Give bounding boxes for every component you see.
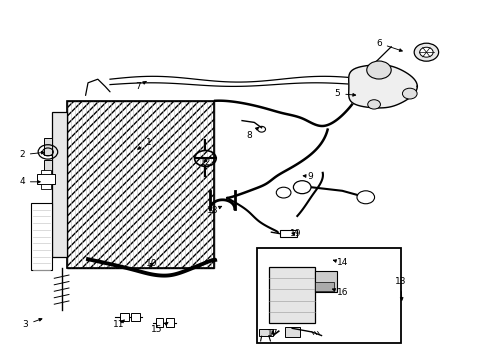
Bar	[256, 248, 400, 343]
Bar	[44, 138, 52, 156]
Bar	[268, 267, 315, 323]
Bar	[67, 101, 214, 268]
Text: 19: 19	[289, 230, 301, 239]
Text: 18: 18	[206, 206, 221, 215]
Bar	[284, 327, 299, 337]
Text: 2: 2	[19, 150, 44, 159]
Circle shape	[356, 191, 374, 204]
Bar	[44, 160, 52, 177]
Bar	[315, 282, 333, 291]
Text: 16: 16	[332, 288, 347, 297]
Circle shape	[366, 61, 390, 79]
Bar	[279, 230, 296, 237]
Bar	[315, 271, 337, 292]
Text: 5: 5	[334, 89, 355, 98]
Circle shape	[402, 88, 416, 99]
Circle shape	[413, 43, 438, 61]
Bar	[41, 170, 51, 174]
Text: 4: 4	[19, 177, 40, 186]
Bar	[37, 174, 55, 184]
Text: 10: 10	[145, 259, 157, 268]
Text: 3: 3	[22, 319, 42, 329]
Circle shape	[367, 100, 380, 109]
Text: 8: 8	[246, 127, 258, 139]
Text: 11: 11	[113, 320, 124, 329]
Bar	[41, 184, 51, 189]
Text: 17: 17	[266, 329, 278, 338]
Bar	[166, 318, 174, 327]
Text: 6: 6	[375, 39, 402, 51]
Text: 9: 9	[303, 172, 313, 181]
Text: 7: 7	[135, 81, 146, 91]
Bar	[67, 101, 214, 268]
Text: 12: 12	[199, 158, 211, 167]
Text: 15: 15	[150, 323, 167, 334]
Circle shape	[419, 47, 432, 57]
Bar	[155, 318, 163, 327]
Circle shape	[276, 187, 290, 198]
Bar	[52, 112, 67, 257]
Text: 13: 13	[394, 277, 406, 300]
Polygon shape	[348, 65, 416, 108]
Circle shape	[293, 181, 310, 194]
Text: 1: 1	[138, 138, 152, 149]
Bar	[131, 313, 140, 321]
Bar	[259, 329, 272, 336]
Text: 14: 14	[333, 258, 347, 267]
Bar	[31, 203, 52, 270]
Bar	[120, 313, 128, 321]
